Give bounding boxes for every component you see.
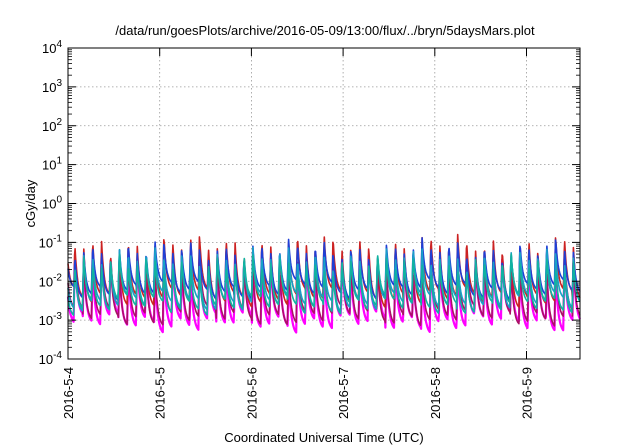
y-tick-label: 104 — [42, 39, 62, 56]
series-line — [67, 253, 581, 316]
axis-ticks: 10-4 10-3 10-2 10-1 100 101 102 103 104 2016-5-4 2… — [39, 39, 580, 419]
y-tick-label: 10-4 — [39, 350, 63, 367]
chart-title: /data/run/goesPlots/archive/2016-05-09/1… — [115, 23, 535, 38]
x-tick-label: 2016-5-6 — [244, 367, 259, 419]
y-axis-label: cGy/day — [23, 179, 38, 227]
x-tick-label: 2016-5-4 — [61, 367, 76, 419]
x-tick-label: 2016-5-9 — [520, 367, 535, 419]
y-tick-label: 102 — [42, 117, 62, 134]
y-tick-label: 10-3 — [39, 311, 63, 328]
x-tick-label: 2016-5-5 — [153, 367, 168, 419]
x-tick-label: 2016-5-7 — [336, 367, 351, 419]
x-tick-label: 2016-5-8 — [428, 367, 443, 419]
y-tick-label: 101 — [42, 156, 62, 173]
y-tick-label: 10-1 — [39, 233, 63, 250]
y-tick-label: 103 — [42, 78, 62, 95]
series-group — [66, 233, 582, 334]
y-tick-label: 10-2 — [39, 272, 63, 289]
x-axis-label: Coordinated Universal Time (UTC) — [224, 430, 423, 445]
y-tick-label: 100 — [42, 195, 62, 212]
